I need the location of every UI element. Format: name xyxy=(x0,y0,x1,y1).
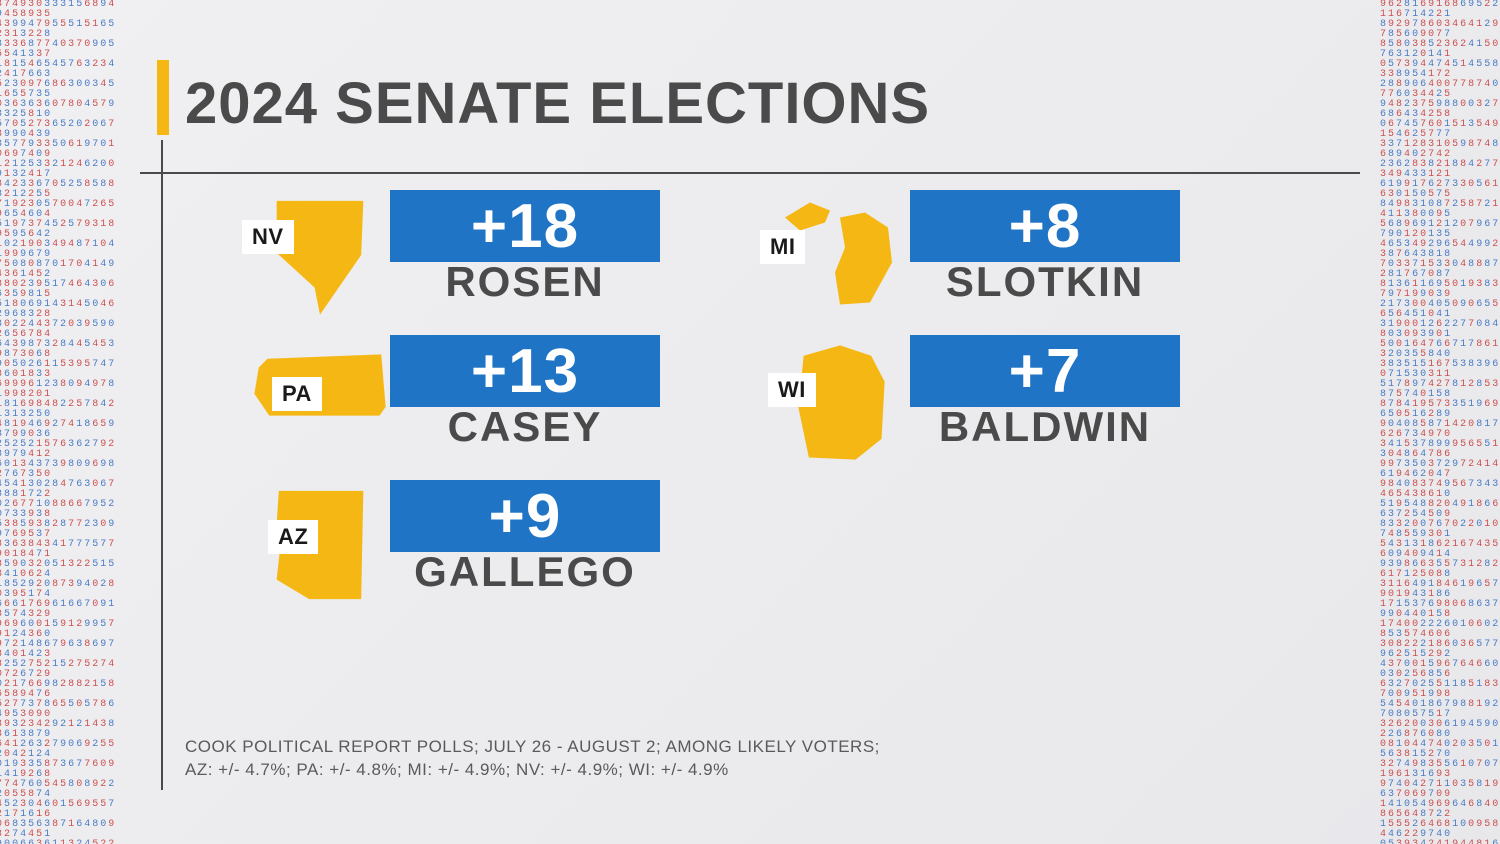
state-row: AZ +9GALLEGO xyxy=(250,480,660,625)
state-shape-icon: WI xyxy=(770,335,910,470)
frame-line-horizontal xyxy=(140,172,1360,174)
state-abbr: MI xyxy=(760,230,805,264)
state-shape-icon: AZ xyxy=(250,480,390,610)
margin-bar: +9 xyxy=(390,480,660,552)
bar-wrap: +13CASEY xyxy=(390,335,660,451)
bar-wrap: +9GALLEGO xyxy=(390,480,660,596)
candidate-name: CASEY xyxy=(448,403,603,451)
title-accent-bar xyxy=(157,60,169,135)
source-footer: COOK POLITICAL REPORT POLLS; JULY 26 - A… xyxy=(185,736,880,782)
column: MI+8SLOTKIN WI +7BALDWIN xyxy=(770,190,1180,625)
candidate-name: BALDWIN xyxy=(939,403,1151,451)
state-abbr: PA xyxy=(272,377,322,411)
state-row: WI +7BALDWIN xyxy=(770,335,1180,480)
column: NV+18ROSEN PA +13CASEY AZ +9GALLEGO xyxy=(250,190,660,625)
state-abbr: NV xyxy=(242,220,294,254)
frame-line-vertical xyxy=(161,140,163,790)
footer-line-1: COOK POLITICAL REPORT POLLS; JULY 26 - A… xyxy=(185,736,880,759)
state-abbr: AZ xyxy=(268,520,318,554)
margin-bar: +7 xyxy=(910,335,1180,407)
state-row: NV+18ROSEN xyxy=(250,190,660,335)
state-row: MI+8SLOTKIN xyxy=(770,190,1180,335)
candidate-name: ROSEN xyxy=(445,258,604,306)
margin-bar: +8 xyxy=(910,190,1180,262)
page-title: 2024 SENATE ELECTIONS xyxy=(185,70,930,137)
margin-bar: +13 xyxy=(390,335,660,407)
state-shape-icon: MI xyxy=(770,190,910,325)
margin-bar: +18 xyxy=(390,190,660,262)
state-shape-icon: PA xyxy=(250,335,390,435)
state-abbr: WI xyxy=(768,373,816,407)
bar-wrap: +8SLOTKIN xyxy=(910,190,1180,306)
bar-wrap: +18ROSEN xyxy=(390,190,660,306)
candidate-name: GALLEGO xyxy=(414,548,636,596)
footer-line-2: AZ: +/- 4.7%; PA: +/- 4.8%; MI: +/- 4.9%… xyxy=(185,759,880,782)
bar-wrap: +7BALDWIN xyxy=(910,335,1180,451)
content-columns: NV+18ROSENPA+13CASEYAZ+9GALLEGOMI+8SLOTK… xyxy=(250,190,1360,625)
state-row: PA +13CASEY xyxy=(250,335,660,480)
bg-pattern-left: 5437493033315689466945893550439947955515… xyxy=(0,0,120,844)
bg-pattern-right: 9628169168695222411671422189297860346412… xyxy=(1380,0,1500,844)
candidate-name: SLOTKIN xyxy=(946,258,1144,306)
state-shape-icon: NV xyxy=(250,190,390,320)
